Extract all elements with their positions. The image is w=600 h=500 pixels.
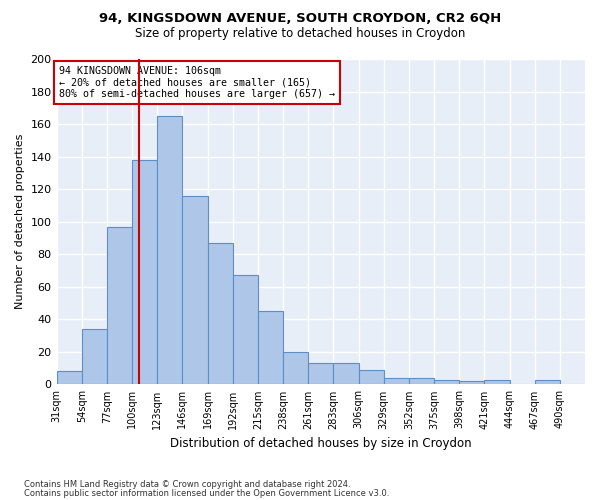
Bar [459, 381, 484, 384]
Bar [157, 116, 182, 384]
Text: Contains public sector information licensed under the Open Government Licence v3: Contains public sector information licen… [24, 488, 389, 498]
Bar [56, 372, 82, 384]
Bar [383, 378, 409, 384]
Bar [409, 378, 434, 384]
Bar [208, 243, 233, 384]
Bar [308, 364, 334, 384]
Bar [132, 160, 157, 384]
Bar [484, 380, 509, 384]
Bar [359, 370, 383, 384]
Bar [535, 380, 560, 384]
Text: 94, KINGSDOWN AVENUE, SOUTH CROYDON, CR2 6QH: 94, KINGSDOWN AVENUE, SOUTH CROYDON, CR2… [99, 12, 501, 26]
Bar [258, 311, 283, 384]
Bar [233, 276, 258, 384]
Text: 94 KINGSDOWN AVENUE: 106sqm
← 20% of detached houses are smaller (165)
80% of se: 94 KINGSDOWN AVENUE: 106sqm ← 20% of det… [59, 66, 335, 98]
Bar [182, 196, 208, 384]
X-axis label: Distribution of detached houses by size in Croydon: Distribution of detached houses by size … [170, 437, 472, 450]
Bar [82, 329, 107, 384]
Bar [434, 380, 459, 384]
Y-axis label: Number of detached properties: Number of detached properties [15, 134, 25, 310]
Text: Contains HM Land Registry data © Crown copyright and database right 2024.: Contains HM Land Registry data © Crown c… [24, 480, 350, 489]
Text: Size of property relative to detached houses in Croydon: Size of property relative to detached ho… [135, 28, 465, 40]
Bar [283, 352, 308, 384]
Bar [334, 364, 359, 384]
Bar [107, 226, 132, 384]
